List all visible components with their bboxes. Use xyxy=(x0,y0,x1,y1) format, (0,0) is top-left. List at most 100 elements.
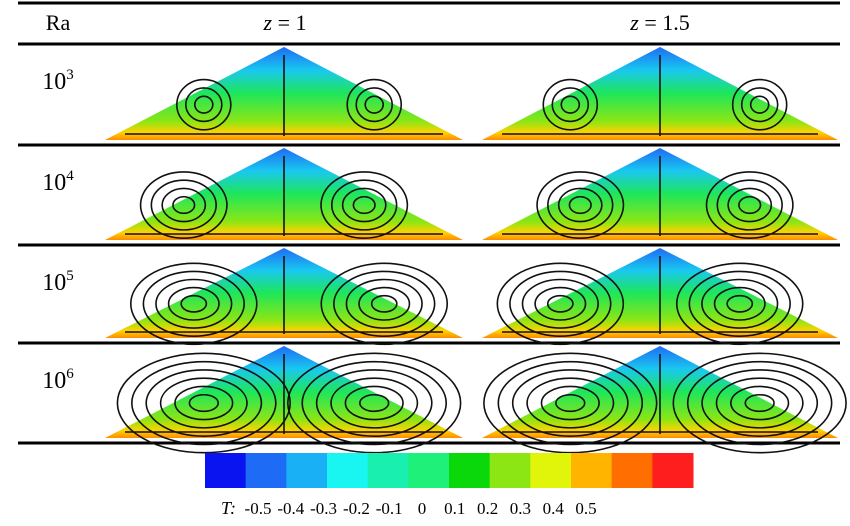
streamline xyxy=(150,179,217,231)
streamline xyxy=(358,286,411,321)
streamline xyxy=(145,369,263,437)
streamlines xyxy=(116,352,462,454)
streamline xyxy=(139,171,228,239)
streamline xyxy=(749,95,770,114)
ra-label: 104 xyxy=(42,168,74,196)
color-swatch xyxy=(571,453,613,488)
color-swatch xyxy=(449,453,491,488)
streamline xyxy=(701,369,819,437)
streamline xyxy=(359,393,390,413)
streamline xyxy=(172,195,196,215)
streamline xyxy=(511,369,629,437)
streamline xyxy=(167,286,220,321)
header-col: z = 1 xyxy=(263,10,307,35)
header-symbol: z xyxy=(629,10,639,35)
header-ra: Ra xyxy=(46,10,71,35)
streamline xyxy=(364,95,385,114)
color-swatch xyxy=(286,453,328,488)
colorbar-tick-label: -0.3 xyxy=(310,499,337,518)
streamline xyxy=(551,87,590,123)
streamline xyxy=(131,360,277,446)
color-swatch xyxy=(327,453,369,488)
streamline xyxy=(686,360,833,446)
streamline xyxy=(116,352,292,454)
streamline xyxy=(540,385,600,421)
streamline xyxy=(546,294,574,313)
streamline xyxy=(744,393,775,413)
colorbar-tick-label: 0.5 xyxy=(575,499,596,518)
streamline xyxy=(370,294,398,313)
streamlines xyxy=(502,156,818,239)
streamline xyxy=(301,360,448,446)
streamline xyxy=(560,95,581,114)
streamline xyxy=(194,95,214,114)
streamline xyxy=(555,393,586,413)
streamline xyxy=(521,278,599,329)
colorbar-tick-label: 0.3 xyxy=(510,499,531,518)
header-symbol: z xyxy=(263,10,273,35)
streamline xyxy=(542,78,599,131)
ra-base: 10 xyxy=(42,69,66,95)
ra-exponent: 3 xyxy=(66,67,74,83)
streamline xyxy=(536,171,625,239)
streamline xyxy=(526,377,615,429)
streamlines xyxy=(125,55,443,136)
color-swatch xyxy=(489,453,531,488)
streamline xyxy=(483,352,658,454)
ra-exponent: 6 xyxy=(66,366,74,382)
streamline xyxy=(155,278,233,329)
streamline xyxy=(731,78,788,131)
streamline xyxy=(726,294,754,313)
color-swatch xyxy=(530,453,572,488)
ra-exponent: 4 xyxy=(66,168,74,184)
streamline xyxy=(341,187,387,223)
ra-label: 106 xyxy=(42,366,74,394)
color-swatch xyxy=(652,453,694,488)
streamline xyxy=(715,377,804,429)
color-swatch xyxy=(408,453,450,488)
streamline xyxy=(344,385,404,421)
colorbar-tick-label: 0 xyxy=(418,499,427,518)
streamline xyxy=(330,179,398,231)
streamline xyxy=(320,171,409,239)
streamline xyxy=(727,187,773,223)
streamline xyxy=(180,294,208,313)
streamline xyxy=(345,278,423,329)
streamline xyxy=(672,352,847,454)
streamline xyxy=(287,352,462,454)
streamline xyxy=(688,270,791,337)
color-swatch xyxy=(611,453,653,488)
colorbar-tick-label: -0.4 xyxy=(277,499,304,518)
streamline xyxy=(675,262,804,346)
ra-label: 105 xyxy=(42,268,74,296)
streamline xyxy=(129,262,258,346)
streamlines xyxy=(496,256,818,346)
streamlines xyxy=(483,352,847,454)
streamline xyxy=(730,385,790,421)
header-value: = 1.5 xyxy=(644,10,689,35)
streamline xyxy=(174,385,234,421)
streamline xyxy=(496,262,625,346)
streamline xyxy=(557,187,603,223)
ra-base: 10 xyxy=(42,170,66,196)
colorbar-tick-label: 0.1 xyxy=(444,499,465,518)
streamline xyxy=(534,286,587,321)
streamline xyxy=(716,179,783,231)
streamline xyxy=(740,87,779,123)
streamline xyxy=(568,195,592,215)
color-swatch xyxy=(205,453,247,488)
streamlines xyxy=(125,256,449,346)
streamline xyxy=(352,195,376,215)
colorbar-tick-label: -0.2 xyxy=(343,499,370,518)
colorbar-tick-label: 0.4 xyxy=(543,499,565,518)
streamline xyxy=(547,179,614,231)
streamline xyxy=(713,286,766,321)
streamline xyxy=(142,270,245,337)
streamlines xyxy=(125,156,443,239)
colorbar-tick-label: 0.2 xyxy=(477,499,498,518)
streamline xyxy=(188,393,220,413)
header-value: = 1 xyxy=(278,10,307,35)
streamline xyxy=(705,171,794,239)
colorbar-label: T: xyxy=(221,498,236,518)
